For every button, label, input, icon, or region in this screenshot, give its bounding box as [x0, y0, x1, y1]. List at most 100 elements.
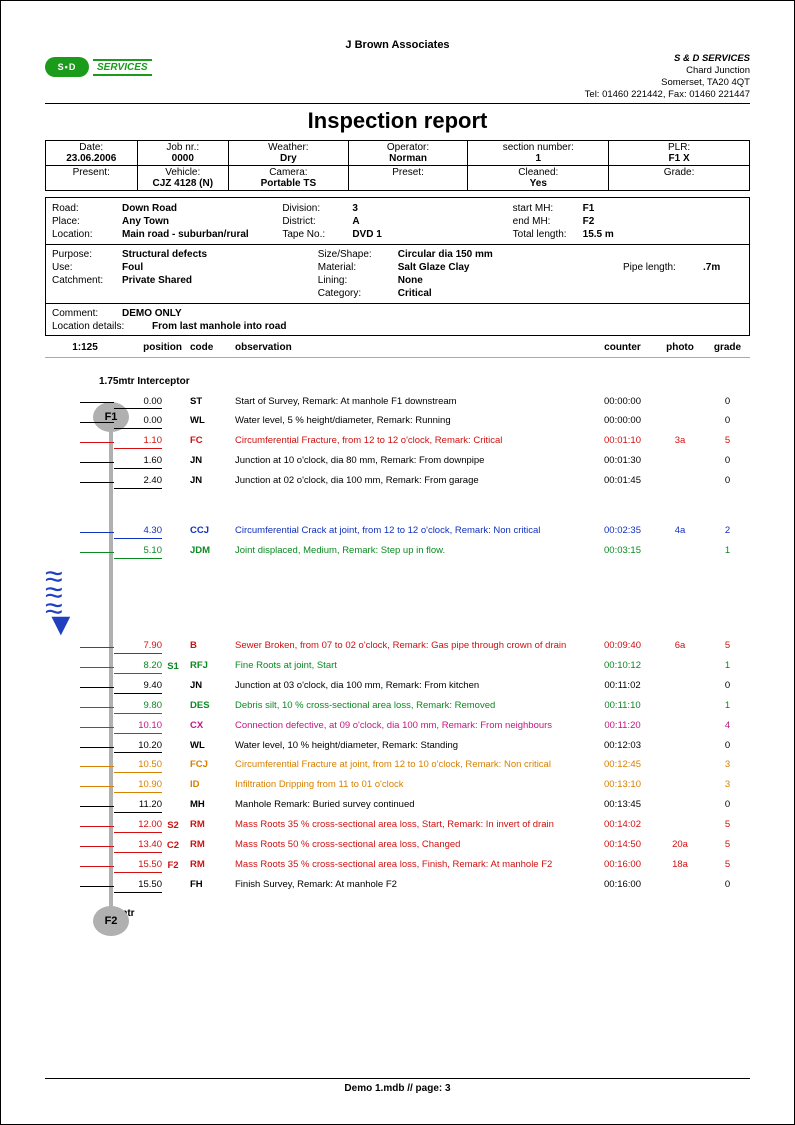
- obs-counter: 00:00:00: [590, 416, 655, 427]
- obs-counter: 00:00:00: [590, 397, 655, 408]
- info-row: Location details:From last manhole into …: [52, 320, 743, 333]
- obs-position: 11.20: [114, 800, 162, 813]
- info-row: Size/Shape:Circular dia 150 mm: [318, 248, 743, 261]
- col-code: code: [190, 342, 235, 353]
- obs-text: Water level, 5 % height/diameter, Remark…: [235, 416, 590, 427]
- info-row: Material:Salt Glaze ClayPipe length:.7m: [318, 261, 743, 274]
- obs-counter: 00:09:40: [590, 641, 655, 652]
- obs-photo: 6a: [655, 641, 705, 652]
- observation-row: 8.20S1RFJFine Roots at joint, Start00:10…: [45, 661, 750, 674]
- header-cell: Date:23.06.2006: [46, 140, 138, 165]
- info-row: start MH:F1: [513, 202, 743, 215]
- obs-grade: 0: [705, 800, 750, 811]
- obs-grade: 0: [705, 397, 750, 408]
- obs-text: Water level, 10 % height/diameter, Remar…: [235, 741, 590, 752]
- obs-text: Circumferential Crack at joint, from 12 …: [235, 526, 590, 537]
- obs-code: WL: [190, 416, 235, 427]
- obs-grade: 0: [705, 880, 750, 891]
- obs-grade: 0: [705, 741, 750, 752]
- obs-position: 12.00: [114, 820, 162, 833]
- observation-row: 10.50FCJCircumferential Fracture at join…: [45, 760, 750, 773]
- observation-row: 0.00WLWater level, 5 % height/diameter, …: [45, 416, 750, 429]
- obs-suffix: C2: [162, 841, 184, 852]
- obs-position: 0.00: [114, 397, 162, 410]
- logo-text: SERVICES: [93, 59, 152, 76]
- flow-arrow-icon: ≈≈≈▼: [45, 568, 77, 632]
- observation-row: 9.40 JNJunction at 03 o'clock, dia 100 mm…: [45, 681, 750, 694]
- obs-position: 15.50: [114, 860, 162, 873]
- obs-code: CCJ: [190, 526, 235, 537]
- obs-counter: 00:11:20: [590, 721, 655, 732]
- obs-counter: 00:10:12: [590, 661, 655, 672]
- observation-row: 15.50F2 RMMass Roots 35 % cross-sectional…: [45, 860, 750, 873]
- col-scale: 1:125: [45, 342, 125, 353]
- info-row: end MH:F2: [513, 215, 743, 228]
- obs-counter: 00:13:10: [590, 780, 655, 791]
- header-cell: Operator:Norman: [348, 140, 468, 165]
- header-cell: Camera:Portable TS: [229, 165, 349, 190]
- obs-counter: 00:12:03: [590, 741, 655, 752]
- logo: S•D SERVICES: [45, 53, 165, 81]
- obs-suffix: S1: [162, 662, 184, 673]
- col-counter: counter: [590, 342, 655, 353]
- obs-code: CX: [190, 721, 235, 732]
- obs-counter: 00:14:50: [590, 840, 655, 851]
- obs-code: MH: [190, 800, 235, 811]
- info-row: Catchment:Private Shared: [52, 274, 318, 287]
- obs-counter: 00:02:35: [590, 526, 655, 537]
- info-row: Comment:DEMO ONLY: [52, 307, 743, 320]
- obs-code: FC: [190, 436, 235, 447]
- obs-text: Connection defective, at 09 o'clock, dia…: [235, 721, 590, 732]
- obs-photo: 20a: [655, 840, 705, 851]
- end-manhole-node: F2: [93, 906, 129, 936]
- obs-text: Junction at 10 o'clock, dia 80 mm, Remar…: [235, 456, 590, 467]
- header-cell: Grade:: [609, 165, 750, 190]
- obs-counter: 00:01:45: [590, 476, 655, 487]
- obs-position: 4.30: [114, 526, 162, 539]
- obs-code: JN: [190, 681, 235, 692]
- obs-text: Debris silt, 10 % cross-sectional area l…: [235, 701, 590, 712]
- header-cell: Preset:: [348, 165, 468, 190]
- obs-position: 13.40: [114, 840, 162, 853]
- obs-position: 10.20: [114, 741, 162, 754]
- address-line: Chard Junction: [585, 65, 750, 77]
- obs-code: ST: [190, 397, 235, 408]
- header-cell: Cleaned:Yes: [468, 165, 609, 190]
- obs-text: Mass Roots 35 % cross-sectional area los…: [235, 860, 590, 871]
- top-header: J Brown Associates: [45, 39, 750, 51]
- obs-text: Junction at 03 o'clock, dia 100 mm, Rema…: [235, 681, 590, 692]
- obs-counter: 00:14:02: [590, 820, 655, 831]
- obs-text: Start of Survey, Remark: At manhole F1 d…: [235, 397, 590, 408]
- observation-row: 10.10CXConnection defective, at 09 o'clo…: [45, 721, 750, 734]
- letterhead: S•D SERVICES S & D SERVICES Chard Juncti…: [45, 53, 750, 104]
- info-row: Tape No.:DVD 1: [282, 228, 512, 241]
- obs-code: WL: [190, 741, 235, 752]
- obs-code: DES: [190, 701, 235, 712]
- address-line: Tel: 01460 221442, Fax: 01460 221447: [585, 89, 750, 101]
- obs-code: RM: [190, 860, 235, 871]
- obs-grade: 0: [705, 456, 750, 467]
- info-row: Lining:None: [318, 274, 743, 287]
- obs-position: 2.40: [114, 476, 162, 489]
- observation-row: 11.20MHManhole Remark: Buried survey con…: [45, 800, 750, 813]
- obs-grade: 5: [705, 860, 750, 871]
- info-row: Place:Any Town: [52, 215, 282, 228]
- obs-counter: 00:16:00: [590, 880, 655, 891]
- logo-badge-icon: S•D: [45, 57, 89, 77]
- obs-counter: 00:12:45: [590, 760, 655, 771]
- obs-position: 7.90: [114, 641, 162, 654]
- observation-row: 9.80DESDebris silt, 10 % cross-sectional…: [45, 701, 750, 714]
- obs-position: 8.20: [114, 661, 162, 674]
- obs-grade: 3: [705, 780, 750, 791]
- obs-grade: 5: [705, 641, 750, 652]
- report-title: Inspection report: [45, 104, 750, 140]
- obs-code: RM: [190, 840, 235, 851]
- company-name: S & D SERVICES: [585, 53, 750, 65]
- obs-photo: 18a: [655, 860, 705, 871]
- obs-position: 9.40: [114, 681, 162, 694]
- info-box: Road:Down RoadPlace:Any TownLocation:Mai…: [45, 197, 750, 336]
- address-line: Somerset, TA20 4QT: [585, 77, 750, 89]
- obs-suffix: F2: [162, 861, 184, 872]
- info-row: Use:Foul: [52, 261, 318, 274]
- obs-code: JN: [190, 476, 235, 487]
